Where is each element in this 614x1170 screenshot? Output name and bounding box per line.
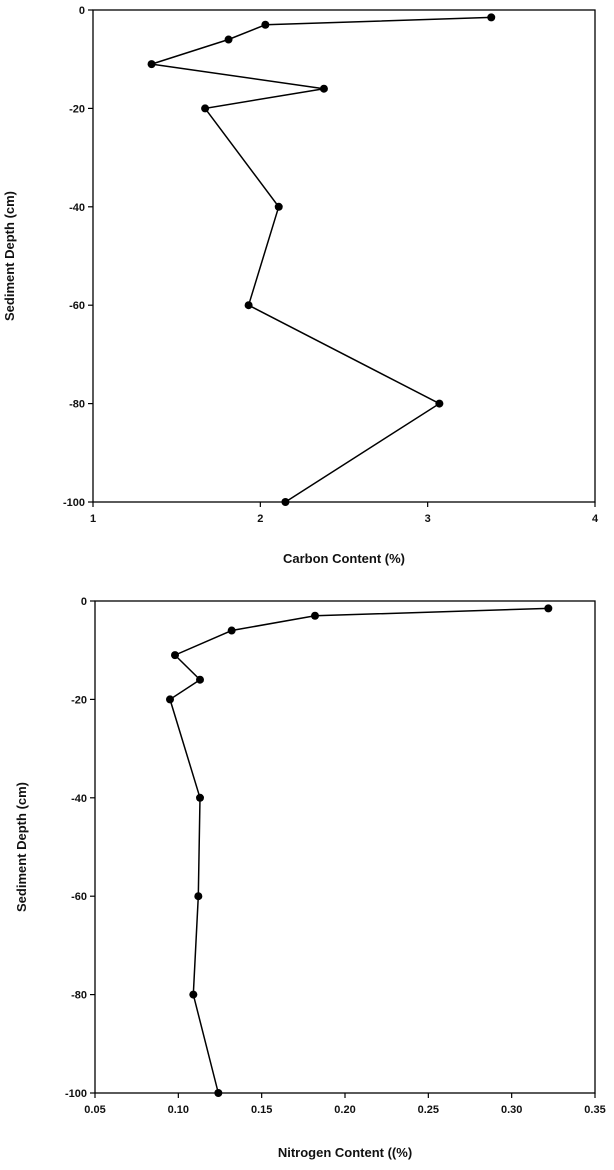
- y-tick-label: -80: [69, 399, 85, 411]
- nitrogen-chart: 0.05 0.10 0.15 0.20 0.25 0.30 0.35 0 -20 -40 -60 -8…: [14, 596, 606, 1160]
- data-point: [311, 611, 319, 620]
- x-tick-label: 0.15: [251, 1104, 272, 1116]
- x-tick-label: 0.20: [334, 1104, 355, 1116]
- y-axis-title: Sediment Depth (cm): [2, 191, 17, 321]
- plot-frame: [92, 9, 596, 503]
- y-tick-label: -20: [69, 103, 85, 115]
- x-tick-label: 3: [425, 513, 431, 525]
- y-tick-label: -40: [69, 202, 85, 214]
- x-tick-label: 0.35: [584, 1104, 605, 1116]
- data-point: [487, 13, 496, 22]
- data-point: [147, 60, 156, 69]
- y-tick-label: 0: [79, 5, 85, 17]
- x-tick-label: 0.30: [501, 1104, 522, 1116]
- data-point: [189, 990, 198, 999]
- data-point: [435, 399, 444, 408]
- data-point: [194, 892, 203, 901]
- data-point: [544, 604, 553, 613]
- x-tick-label: 0.25: [418, 1104, 439, 1116]
- y-tick-label: -80: [71, 990, 87, 1002]
- y-axis-title: Sediment Depth (cm): [14, 782, 29, 912]
- y-tick-label: -60: [71, 891, 87, 903]
- data-point: [274, 202, 283, 211]
- x-tick-label: 0.05: [84, 1104, 105, 1116]
- y-tick-label: -100: [65, 1088, 87, 1100]
- y-tick-label: -20: [71, 694, 87, 706]
- plot-frame: [94, 600, 596, 1094]
- data-point: [281, 498, 290, 506]
- data-point: [196, 675, 204, 684]
- series-line: [151, 16, 492, 503]
- x-axis-title: Nitrogen Content ((%): [278, 1145, 412, 1160]
- data-point: [166, 695, 174, 704]
- data-point: [201, 104, 210, 113]
- x-tick-label: 0.10: [168, 1104, 189, 1116]
- x-tick-label: 4: [592, 513, 599, 525]
- data-point: [224, 35, 233, 44]
- y-tick-label: 0: [81, 596, 87, 608]
- x-tick-label: 1: [90, 513, 96, 525]
- x-axis-title: Carbon Content (%): [283, 551, 405, 566]
- data-point: [214, 1089, 223, 1097]
- data-point: [196, 793, 204, 802]
- data-point: [244, 301, 253, 310]
- data-point: [319, 84, 328, 93]
- data-point: [227, 626, 236, 635]
- x-tick-label: 2: [257, 513, 263, 525]
- data-point: [261, 20, 270, 29]
- carbon-chart: 1 2 3 4 0 -20 -40 -60 -80 -100 Carbon Content (%) S…: [2, 5, 599, 566]
- series-line: [169, 607, 549, 1094]
- y-tick-label: -60: [69, 300, 85, 312]
- y-tick-label: -40: [71, 793, 87, 805]
- y-tick-label: -100: [63, 497, 85, 509]
- data-point: [171, 651, 179, 660]
